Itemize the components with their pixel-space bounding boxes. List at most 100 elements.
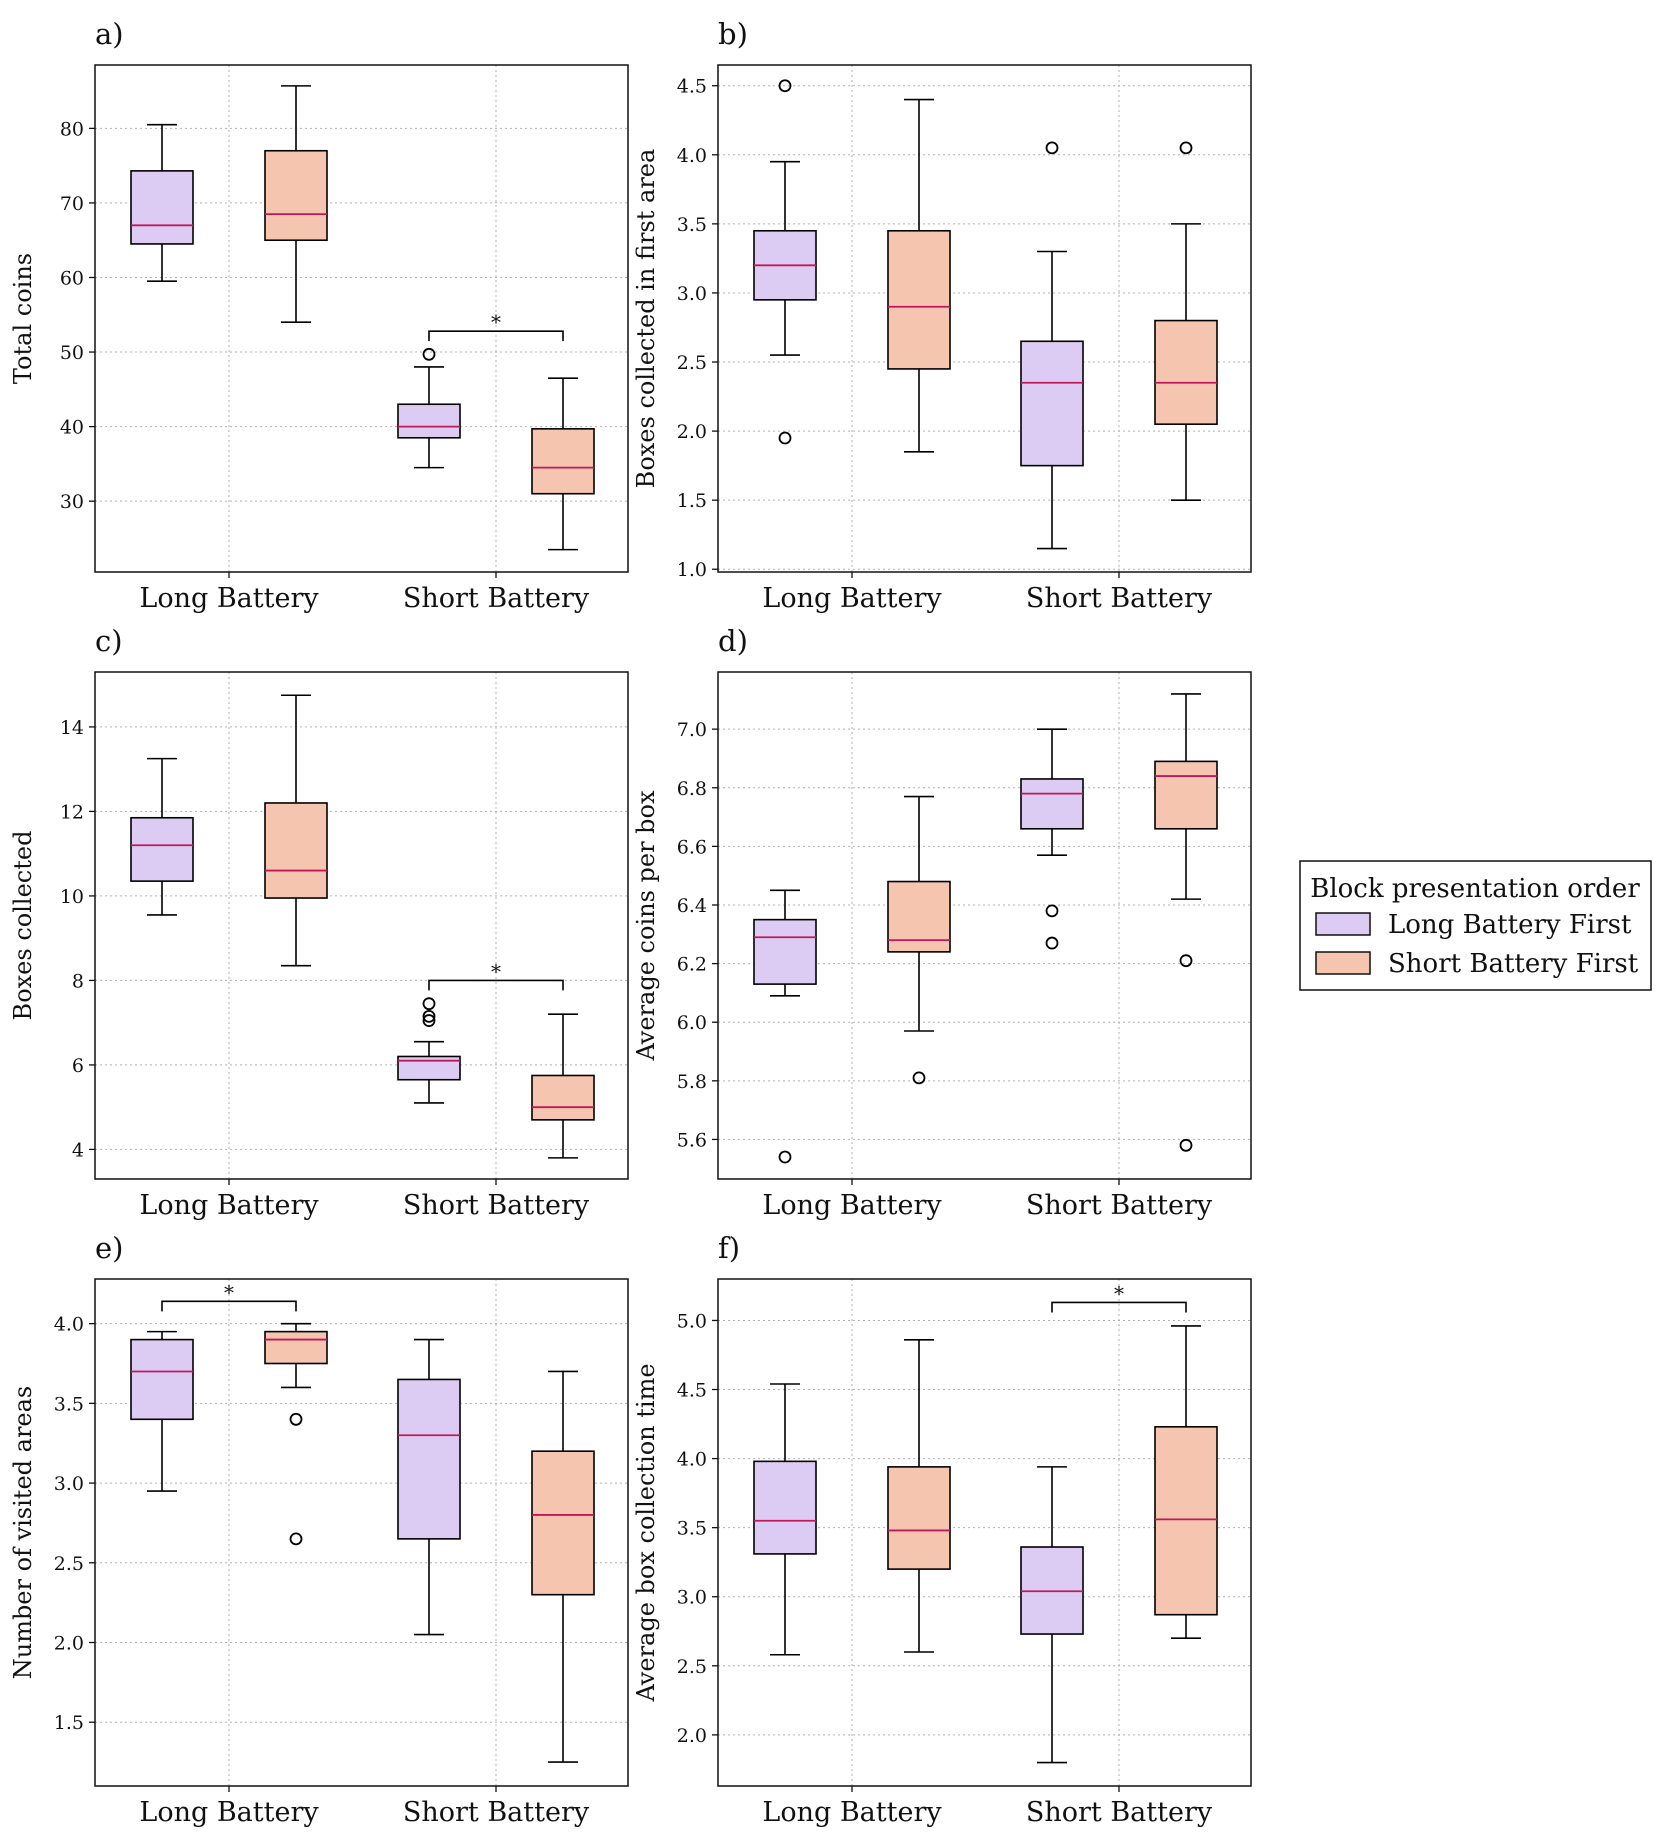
xtick-label-short-battery: Short Battery	[403, 1190, 590, 1221]
ytick-label-3: 10	[60, 886, 84, 908]
panel-letter: f)	[718, 1231, 740, 1265]
xtick-label-long-battery: Long Battery	[139, 583, 319, 614]
ytick-label-0: 1.0	[677, 559, 707, 581]
xtick-label-short-battery: Short Battery	[1026, 583, 1213, 614]
ytick-label-2: 3.0	[677, 1587, 707, 1609]
outlier-point	[289, 1412, 303, 1426]
iqr-box	[130, 170, 194, 245]
ytick-label-0: 5.6	[677, 1129, 707, 1151]
ytick-label-2: 2.0	[677, 421, 707, 443]
panels: * 30 40 50 60 70 80 Long Battery Short Battery To…	[9, 17, 1252, 1828]
panel-letter: b)	[718, 17, 748, 51]
box-short_first-long-battery	[887, 795, 951, 1085]
legend: Block presentation order Long Battery Fi…	[1299, 860, 1652, 991]
box-long_first-short-battery	[1020, 141, 1084, 550]
box-short_first-long-battery	[264, 694, 328, 967]
ytick-label-5: 4.5	[677, 1380, 707, 1402]
iqr-box	[887, 229, 951, 370]
legend-entry-long-battery-first: Long Battery First	[1388, 910, 1632, 940]
ytick-label-1: 5.8	[677, 1071, 707, 1093]
box-short_first-long-battery	[264, 1322, 328, 1546]
iqr-box	[753, 918, 817, 985]
axes-frame	[94, 671, 629, 1180]
axes-frame	[717, 64, 1252, 573]
ytick-label-3: 3.0	[54, 1473, 84, 1495]
axes-frame	[94, 1278, 629, 1787]
outlier-point	[778, 1150, 792, 1164]
bracket-line	[1051, 1301, 1187, 1313]
box-long_first-short-battery	[1020, 728, 1084, 950]
bracket-line	[161, 1300, 297, 1312]
ytick-label-4: 6.4	[677, 895, 707, 917]
xtick-label-short-battery: Short Battery	[403, 1797, 590, 1828]
axes-frame	[717, 1278, 1252, 1787]
ytick-label-5: 3.5	[677, 214, 707, 236]
box-short_first-short-battery	[1154, 141, 1218, 501]
panel-letter: e)	[95, 1231, 123, 1265]
box-long_first-long-battery	[130, 757, 194, 916]
panel-e: * 1.5 2.0 2.5 3.0 3.5 4.0 Long Battery Short Bat…	[9, 1231, 629, 1828]
significance-bracket-0: *	[161, 1280, 297, 1312]
ytick-label-2: 6.0	[677, 1012, 707, 1034]
outlier-point	[1045, 936, 1059, 950]
iqr-box	[130, 1338, 194, 1421]
xtick-label-short-battery: Short Battery	[403, 583, 590, 614]
axes-frame	[717, 671, 1252, 1180]
ytick-label-0: 1.5	[54, 1712, 84, 1734]
box-long_first-long-battery	[130, 1330, 194, 1492]
significance-star: *	[491, 959, 501, 983]
ytick-label-3: 3.5	[677, 1518, 707, 1540]
box-short_first-long-battery	[887, 98, 951, 453]
axes-frame	[94, 64, 629, 573]
iqr-box	[1154, 319, 1218, 425]
ytick-label-0: 4	[72, 1139, 84, 1161]
panel-letter: c)	[95, 624, 123, 658]
box-short_first-short-battery	[1154, 1325, 1218, 1639]
outlier-point	[912, 1071, 926, 1085]
iqr-box	[531, 428, 595, 495]
iqr-box	[887, 1466, 951, 1570]
significance-bracket-0: *	[428, 959, 564, 991]
xtick-label-long-battery: Long Battery	[139, 1190, 319, 1221]
y-axis-label: Total coins	[9, 253, 37, 384]
legend-title: Block presentation order	[1310, 874, 1640, 904]
significance-bracket-0: *	[428, 310, 564, 342]
significance-bracket-0: *	[1051, 1281, 1187, 1313]
outlier-point	[1045, 904, 1059, 918]
panel-c: * 4 6 8 10 12 14 Long Battery Short Battery Boxes…	[9, 624, 629, 1221]
ytick-label-1: 2.0	[54, 1633, 84, 1655]
box-long_first-long-battery	[753, 889, 817, 1164]
y-axis-label: Number of visited areas	[9, 1386, 37, 1680]
bracket-line	[428, 979, 564, 991]
iqr-box	[397, 403, 461, 439]
ytick-label-0: 2.0	[677, 1725, 707, 1747]
ytick-label-3: 2.5	[677, 352, 707, 374]
iqr-box	[1154, 1426, 1218, 1616]
outlier-point	[778, 431, 792, 445]
panel-a: * 30 40 50 60 70 80 Long Battery Short Battery To…	[9, 17, 629, 614]
ytick-label-3: 6.2	[677, 954, 707, 976]
box-long_first-long-battery	[130, 123, 194, 283]
iqr-box	[397, 1055, 461, 1081]
y-axis-label: Average coins per box	[632, 790, 660, 1062]
ytick-label-5: 80	[60, 118, 84, 140]
ytick-label-6: 6.8	[677, 778, 707, 800]
outlier-point	[422, 1009, 436, 1023]
iqr-box	[397, 1378, 461, 1540]
outlier-point	[289, 1532, 303, 1546]
ytick-label-4: 70	[60, 193, 84, 215]
xtick-label-short-battery: Short Battery	[1026, 1190, 1213, 1221]
y-axis-label: Boxes collected	[9, 831, 37, 1021]
box-short_first-short-battery	[1154, 693, 1218, 1152]
ytick-label-4: 12	[60, 801, 84, 823]
iqr-box	[130, 816, 194, 882]
ytick-label-7: 4.5	[677, 76, 707, 98]
ytick-label-4: 3.5	[54, 1393, 84, 1415]
ytick-label-2: 2.5	[54, 1553, 84, 1575]
outlier-point	[422, 347, 436, 361]
box-long_first-short-battery	[1020, 1466, 1084, 1764]
iqr-box	[264, 802, 328, 899]
panel-f: * 2.0 2.5 3.0 3.5 4.0 4.5 5.0 Long Battery Short …	[632, 1231, 1252, 1828]
ytick-label-3: 60	[60, 267, 84, 289]
